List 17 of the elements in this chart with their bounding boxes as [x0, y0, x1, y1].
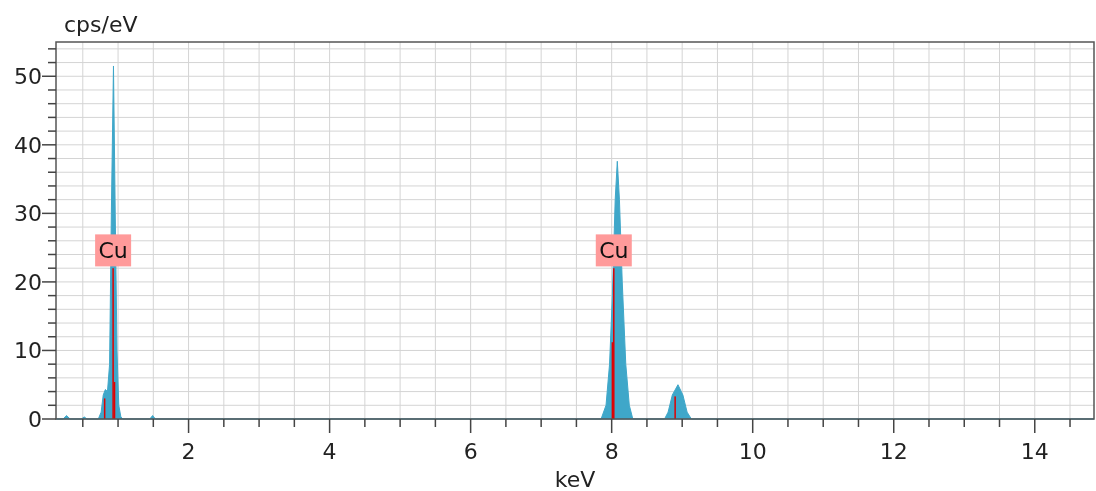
x-tick-label: 6	[463, 439, 478, 464]
x-tick-label: 10	[738, 439, 767, 464]
annotation: Cu	[599, 238, 629, 264]
y-tick-label: 20	[14, 269, 42, 295]
x-tick-label: 12	[879, 439, 908, 464]
y-axis-title: cps/eV	[64, 12, 138, 37]
x-tick-label: 2	[181, 439, 196, 464]
x-tick-label: 4	[322, 439, 337, 464]
annotation: Cu	[98, 238, 128, 264]
x-tick-label: 14	[1020, 439, 1049, 464]
y-tick-label: 0	[28, 407, 42, 432]
y-tick-label: 30	[14, 201, 42, 227]
y-tick-label: 50	[14, 64, 42, 90]
y-tick-label: 10	[14, 338, 42, 364]
y-tick-label: 40	[14, 132, 42, 158]
x-tick-label: 8	[604, 439, 619, 464]
x-axis-title: keV	[554, 467, 596, 491]
